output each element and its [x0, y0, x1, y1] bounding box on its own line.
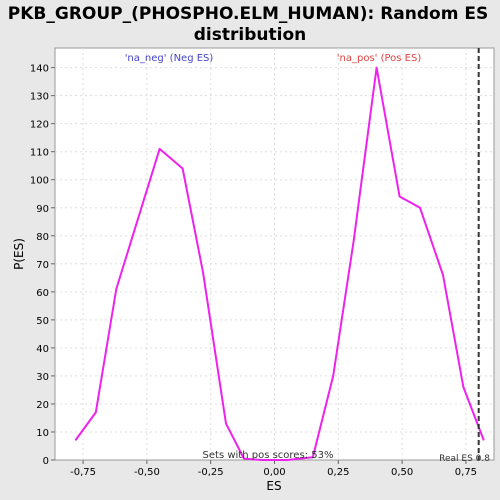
y-tick-label: 70	[36, 260, 49, 271]
annotation-pos-scores: Sets with pos scores: 53%	[203, 450, 334, 461]
y-tick-label: 130	[30, 92, 49, 103]
annotation-pos-es: 'na_pos' (Pos ES)	[337, 53, 422, 64]
y-tick-label: 100	[30, 176, 49, 187]
y-tick-label: 140	[30, 64, 49, 75]
x-tick-label: -0,25	[198, 467, 224, 478]
y-axis-label: P(ES)	[12, 238, 26, 270]
y-tick-label: 20	[36, 400, 49, 411]
y-tick-label: 50	[36, 316, 49, 327]
y-tick-label: 60	[36, 288, 49, 299]
y-tick-label: 0	[43, 456, 49, 467]
real-es-label: Real ES 0.8	[439, 454, 490, 464]
y-tick-label: 110	[30, 148, 49, 159]
y-tick-label: 10	[36, 428, 49, 439]
x-tick-label: -0,50	[134, 467, 160, 478]
y-tick-label: 40	[36, 344, 49, 355]
y-tick-label: 90	[36, 204, 49, 215]
x-tick-label: 0,00	[263, 467, 285, 478]
x-tick-label: 0,25	[327, 467, 349, 478]
y-tick-label: 80	[36, 232, 49, 243]
chart-title-line1: PKB_GROUP_(PHOSPHO.ELM_HUMAN): Random ES	[8, 4, 488, 24]
chart-title-line2: distribution	[194, 25, 306, 45]
annotation-neg-es: 'na_neg' (Neg ES)	[125, 53, 214, 64]
y-tick-label: 30	[36, 372, 49, 383]
es-distribution-line	[74, 66, 485, 461]
x-tick-label: -0,75	[70, 467, 96, 478]
y-tick-label: 120	[30, 120, 49, 131]
x-axis-label: ES	[266, 479, 281, 493]
x-tick-label: 0,75	[455, 467, 477, 478]
x-tick-label: 0,50	[391, 467, 413, 478]
